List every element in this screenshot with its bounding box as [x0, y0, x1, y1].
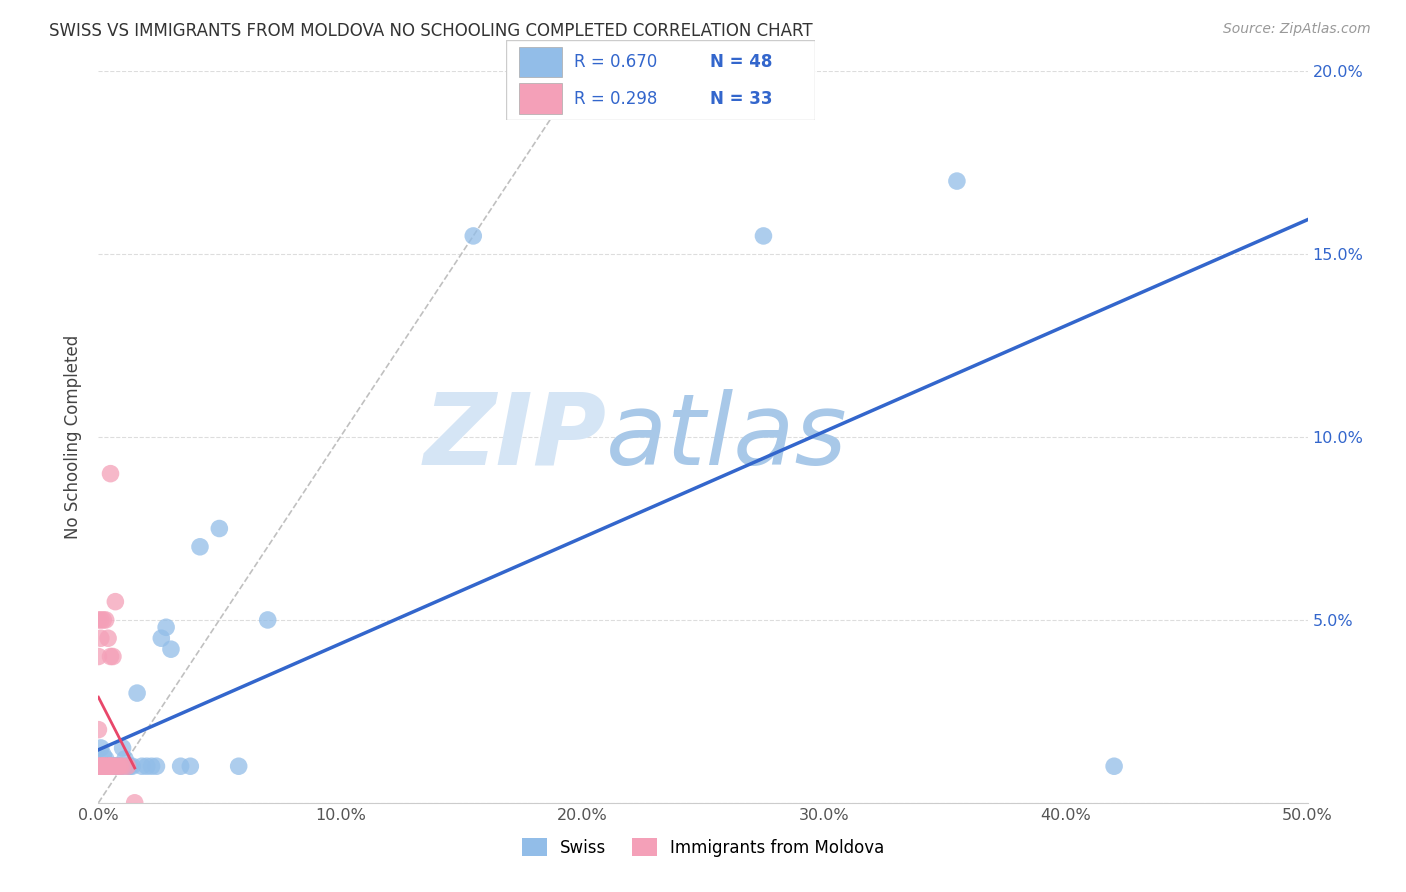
Point [108, 759, 131, 773]
Point [87, 613, 110, 627]
Point [111, 759, 134, 773]
Point [94, 759, 117, 773]
Point [94, 759, 117, 773]
Point [104, 759, 127, 773]
Legend: Swiss, Immigrants from Moldova: Swiss, Immigrants from Moldova [522, 838, 884, 856]
Point [97, 759, 120, 773]
Point [97, 759, 120, 773]
Point [101, 759, 124, 773]
Point [100, 759, 122, 773]
Point [100, 759, 122, 773]
Point [91, 748, 114, 763]
FancyBboxPatch shape [519, 84, 562, 114]
Text: Source: ZipAtlas.com: Source: ZipAtlas.com [1223, 22, 1371, 37]
Point [87, 723, 110, 737]
Point [121, 759, 143, 773]
Point [179, 759, 201, 773]
Point [87, 649, 110, 664]
Point [91, 759, 114, 773]
Point [94, 752, 117, 766]
Point [108, 759, 131, 773]
Point [135, 759, 157, 773]
Text: R = 0.298: R = 0.298 [574, 90, 658, 108]
Point [208, 521, 231, 535]
Point [100, 759, 122, 773]
Point [124, 796, 146, 810]
Point [91, 759, 114, 773]
Text: R = 0.670: R = 0.670 [574, 53, 658, 70]
Point [160, 642, 183, 657]
Point [90, 759, 112, 773]
FancyBboxPatch shape [519, 46, 562, 77]
Text: SWISS VS IMMIGRANTS FROM MOLDOVA NO SCHOOLING COMPLETED CORRELATION CHART: SWISS VS IMMIGRANTS FROM MOLDOVA NO SCHO… [49, 22, 813, 40]
Point [127, 686, 149, 700]
Point [104, 594, 127, 608]
Point [91, 759, 114, 773]
Point [94, 759, 117, 773]
Point [97, 632, 120, 646]
Point [97, 759, 120, 773]
Point [90, 759, 112, 773]
Point [155, 620, 177, 634]
Point [100, 467, 122, 481]
FancyBboxPatch shape [506, 40, 815, 120]
Point [111, 740, 134, 755]
Point [90, 632, 112, 646]
Point [97, 759, 120, 773]
Point [1102, 759, 1125, 773]
Point [100, 759, 122, 773]
Point [101, 759, 124, 773]
Y-axis label: No Schooling Completed: No Schooling Completed [65, 335, 83, 539]
Point [111, 759, 134, 773]
Point [91, 759, 114, 773]
Point [90, 613, 112, 627]
Point [94, 759, 117, 773]
Point [228, 759, 250, 773]
Point [946, 174, 969, 188]
Point [91, 759, 114, 773]
Point [752, 229, 775, 244]
Text: ZIP: ZIP [423, 389, 606, 485]
Point [104, 759, 127, 773]
Point [101, 649, 124, 664]
Point [90, 759, 112, 773]
Point [101, 759, 124, 773]
Point [256, 613, 278, 627]
Point [100, 759, 122, 773]
Point [107, 759, 129, 773]
Text: atlas: atlas [606, 389, 848, 485]
Point [104, 759, 127, 773]
Point [131, 759, 153, 773]
Text: N = 48: N = 48 [710, 53, 773, 70]
Point [100, 649, 122, 664]
Point [104, 759, 127, 773]
Point [117, 759, 139, 773]
Point [87, 759, 110, 773]
Point [90, 740, 112, 755]
Point [188, 540, 211, 554]
Point [150, 632, 173, 646]
Point [117, 759, 139, 773]
Point [101, 759, 124, 773]
Point [463, 229, 485, 244]
Point [94, 613, 117, 627]
Point [100, 759, 122, 773]
Point [145, 759, 167, 773]
Point [87, 759, 110, 773]
Text: N = 33: N = 33 [710, 90, 773, 108]
Point [97, 759, 120, 773]
Point [107, 759, 129, 773]
Point [91, 613, 114, 627]
Point [107, 759, 129, 773]
Point [141, 759, 163, 773]
Point [169, 759, 191, 773]
Point [108, 759, 131, 773]
Point [114, 752, 136, 766]
Point [118, 759, 141, 773]
